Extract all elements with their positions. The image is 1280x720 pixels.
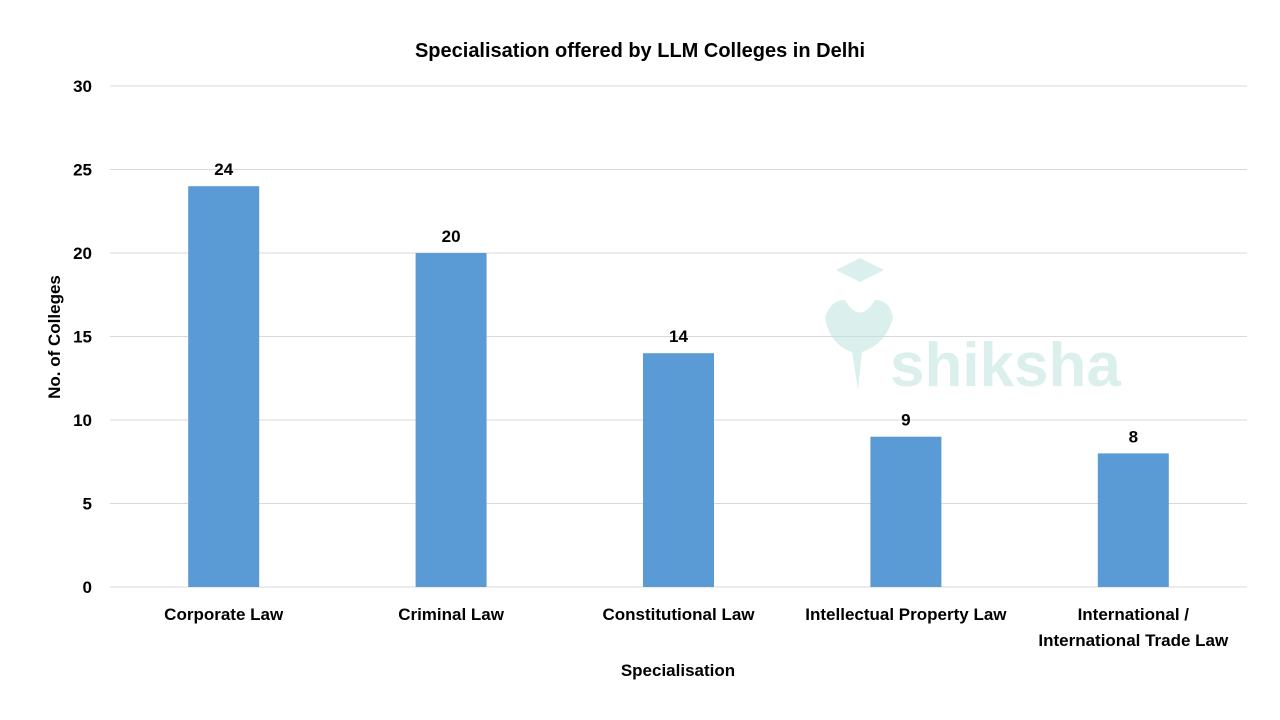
y-tick-label: 0	[83, 578, 92, 597]
x-axis-title: Specialisation	[621, 661, 735, 680]
x-axis-ticks: Corporate Law Criminal Law Constitutional …	[164, 605, 1229, 650]
bar	[188, 186, 260, 587]
bar	[643, 353, 714, 587]
y-axis-title: No. of Colleges	[45, 275, 64, 399]
data-label: 24	[214, 160, 233, 179]
graduation-cap-icon	[836, 258, 884, 282]
data-label: 14	[669, 327, 688, 346]
bars	[188, 186, 1169, 587]
y-tick-label: 30	[73, 77, 92, 96]
x-tick-label: Criminal Law	[398, 605, 505, 624]
data-labels: 24 20 14 9 8	[214, 160, 1138, 446]
chart-title: Specialisation offered by LLM Colleges i…	[415, 40, 865, 62]
x-tick-label: Corporate Law	[164, 605, 284, 624]
bar	[1097, 453, 1169, 587]
y-tick-label: 15	[73, 328, 92, 347]
y-axis-ticks: 0 5 10 15 20 25 30	[73, 77, 92, 597]
data-label: 9	[901, 411, 910, 430]
y-tick-label: 20	[73, 244, 92, 263]
x-tick-label: Constitutional Law	[602, 605, 755, 624]
bar	[415, 253, 487, 587]
bar	[870, 436, 942, 587]
y-tick-label: 5	[83, 495, 92, 514]
shiksha-watermark-logo: shiksha	[825, 258, 1121, 400]
y-tick-label: 10	[73, 411, 92, 430]
logo-figure-icon	[825, 300, 893, 390]
data-label: 20	[442, 227, 461, 246]
data-label: 8	[1129, 427, 1138, 446]
x-tick-label: Intellectual Property Law	[805, 605, 1007, 624]
x-tick-label: International /	[1078, 605, 1190, 624]
watermark-text: shiksha	[890, 331, 1121, 400]
x-tick-label: International Trade Law	[1038, 631, 1229, 650]
y-tick-label: 25	[73, 161, 92, 180]
